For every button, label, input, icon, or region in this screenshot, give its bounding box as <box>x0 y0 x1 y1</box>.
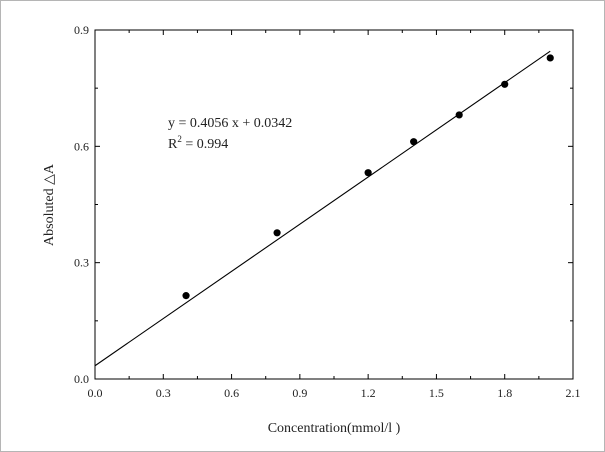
y-axis-title: Absoluted △A <box>42 163 57 246</box>
y-tick-label: 0.6 <box>74 139 89 153</box>
data-points <box>182 54 554 300</box>
data-point <box>182 292 190 300</box>
x-axis-ticks: 0.0 0.3 0.6 0.9 1.2 1.5 1.8 2.1 <box>88 30 581 400</box>
fit-line-group <box>94 50 551 367</box>
data-point <box>501 80 509 88</box>
x-axis-title: Concentration(mmol/l ) <box>268 421 401 436</box>
x-tick-label: 1.8 <box>497 386 512 400</box>
regression-equation: y = 0.4056 x + 0.0342 <box>168 116 292 131</box>
data-point <box>546 54 554 62</box>
data-point <box>455 111 463 119</box>
x-tick-label: 1.2 <box>361 386 376 400</box>
r-squared-label: R2 = 0.994 <box>168 134 228 152</box>
r-squared-superscript: 2 <box>177 134 182 144</box>
r-squared-prefix: R <box>168 137 178 152</box>
y-tick-label: 0.3 <box>74 256 89 270</box>
x-tick-label: 0.9 <box>292 386 307 400</box>
x-tick-label: 1.5 <box>429 386 444 400</box>
x-tick-label: 2.1 <box>566 386 581 400</box>
x-tick-label: 0.6 <box>224 386 239 400</box>
plot-area-border <box>94 29 574 380</box>
data-point <box>273 229 281 237</box>
regression-line <box>94 50 551 367</box>
y-tick-label: 0.9 <box>74 23 89 37</box>
y-tick-label: 0.0 <box>74 372 89 386</box>
x-tick-label: 0.3 <box>156 386 171 400</box>
r-squared-value: = 0.994 <box>182 137 228 152</box>
y-axis-ticks: 0.0 0.3 0.6 0.9 <box>74 23 573 386</box>
x-tick-label: 0.0 <box>88 386 103 400</box>
data-point <box>410 138 418 146</box>
data-point <box>364 169 372 177</box>
